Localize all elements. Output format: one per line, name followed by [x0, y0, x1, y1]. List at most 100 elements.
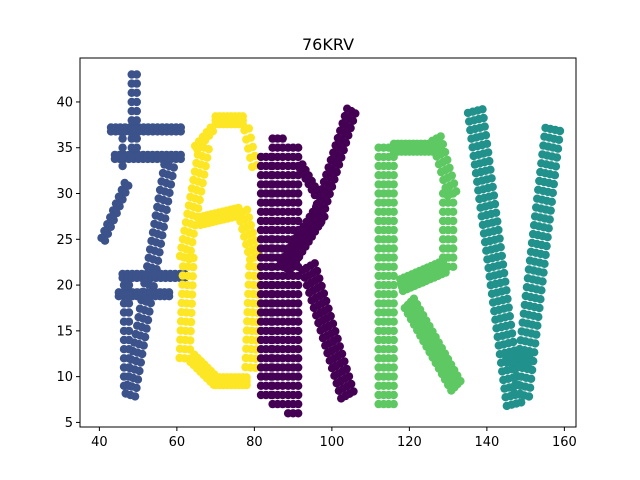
scatter-point	[497, 251, 506, 261]
scatter-point	[499, 268, 509, 278]
scatter-point	[389, 198, 398, 207]
scatter-point	[389, 381, 398, 390]
scatter-point	[294, 180, 303, 189]
scatter-point	[127, 116, 136, 125]
scatter-point	[124, 317, 134, 326]
scatter-point	[294, 390, 303, 400]
scatter-point	[456, 376, 465, 386]
scatter-point	[449, 253, 458, 262]
scatter-point	[533, 321, 542, 330]
scatter-point	[135, 366, 144, 376]
scatter-point	[145, 307, 154, 316]
scatter-point	[319, 289, 329, 298]
scatter-point	[340, 111, 350, 121]
scatter-point	[294, 317, 303, 326]
scatter-point	[109, 215, 118, 225]
scatter-point	[248, 142, 257, 152]
scatter-point	[342, 364, 351, 374]
scatter-point	[124, 372, 134, 381]
scatter-point	[124, 345, 134, 354]
scatter-point	[127, 79, 136, 88]
scatter-point	[266, 216, 276, 226]
scatter-point	[266, 171, 276, 180]
scatter-point	[106, 222, 116, 232]
scatter-point	[245, 255, 255, 264]
scatter-point	[389, 262, 398, 271]
scatter-point	[127, 134, 136, 143]
scatter-point	[124, 354, 134, 363]
scatter-point	[203, 153, 212, 162]
scatter-point	[389, 161, 398, 171]
scatter-point	[527, 365, 537, 375]
scatter-point	[266, 372, 276, 381]
scatter-point	[124, 381, 134, 390]
scatter-point	[517, 398, 526, 407]
scatter-point	[501, 277, 510, 286]
scatter-point	[136, 358, 145, 367]
scatter-point	[112, 209, 121, 218]
scatter-point	[266, 345, 276, 354]
scatter-point	[389, 271, 398, 281]
scatter-point	[266, 299, 276, 308]
scatter-point	[118, 125, 127, 134]
scatter-point	[310, 259, 319, 268]
scatter-point	[194, 204, 203, 213]
scatter-point	[146, 299, 155, 308]
x-tick-label: 40	[91, 435, 108, 450]
scatter-point	[449, 262, 458, 271]
scatter-point	[266, 308, 276, 317]
scatter-point	[153, 256, 163, 265]
scatter-point	[294, 143, 303, 152]
scatter-point	[197, 187, 206, 196]
scatter-point	[127, 88, 136, 98]
scatter-point	[324, 304, 333, 313]
scatter-point	[266, 280, 276, 290]
scatter-point	[478, 105, 487, 114]
scatter-point	[242, 344, 251, 353]
scatter-point	[503, 294, 512, 304]
scatter-point	[449, 189, 458, 198]
scatter-point	[266, 390, 276, 400]
scatter-point	[525, 350, 534, 359]
x-tick-label: 160	[552, 435, 577, 450]
scatter-point	[243, 308, 252, 317]
scatter-point	[315, 274, 324, 283]
scatter-point	[389, 290, 398, 299]
scatter-point	[312, 199, 322, 209]
scatter-point	[158, 231, 167, 240]
scatter-point	[324, 163, 333, 172]
scatter-point	[241, 353, 250, 363]
scatter-point	[294, 335, 303, 345]
scatter-point	[189, 262, 198, 272]
scatter-point	[243, 317, 252, 326]
scatter-point	[333, 334, 342, 343]
scatter-point	[266, 363, 276, 372]
scatter-point	[132, 383, 141, 393]
y-tick-label: 25	[56, 233, 73, 248]
scatter-point	[143, 315, 153, 325]
scatter-point	[168, 171, 177, 181]
scatter-point	[124, 290, 134, 299]
scatter-point	[195, 195, 204, 205]
scatter-point	[124, 280, 134, 290]
scatter-point	[389, 363, 398, 372]
scatter-point	[389, 171, 398, 180]
scatter-point	[266, 225, 276, 235]
scatter-point	[449, 244, 458, 253]
scatter-point	[537, 286, 546, 295]
scatter-point	[389, 372, 398, 381]
scatter-point	[547, 197, 556, 206]
scatter-point	[488, 182, 497, 192]
scatter-point	[550, 171, 560, 180]
scatter-point	[495, 234, 504, 243]
scatter-point	[389, 216, 398, 226]
scatter-point	[308, 214, 317, 223]
scatter-point	[328, 319, 338, 328]
scatter-point	[240, 232, 249, 241]
chart-title: 76KRV	[302, 35, 354, 54]
scatter-point	[266, 271, 276, 281]
scatter-point	[266, 235, 276, 244]
scatter-point	[338, 119, 347, 128]
x-tick-label: 80	[246, 435, 263, 450]
